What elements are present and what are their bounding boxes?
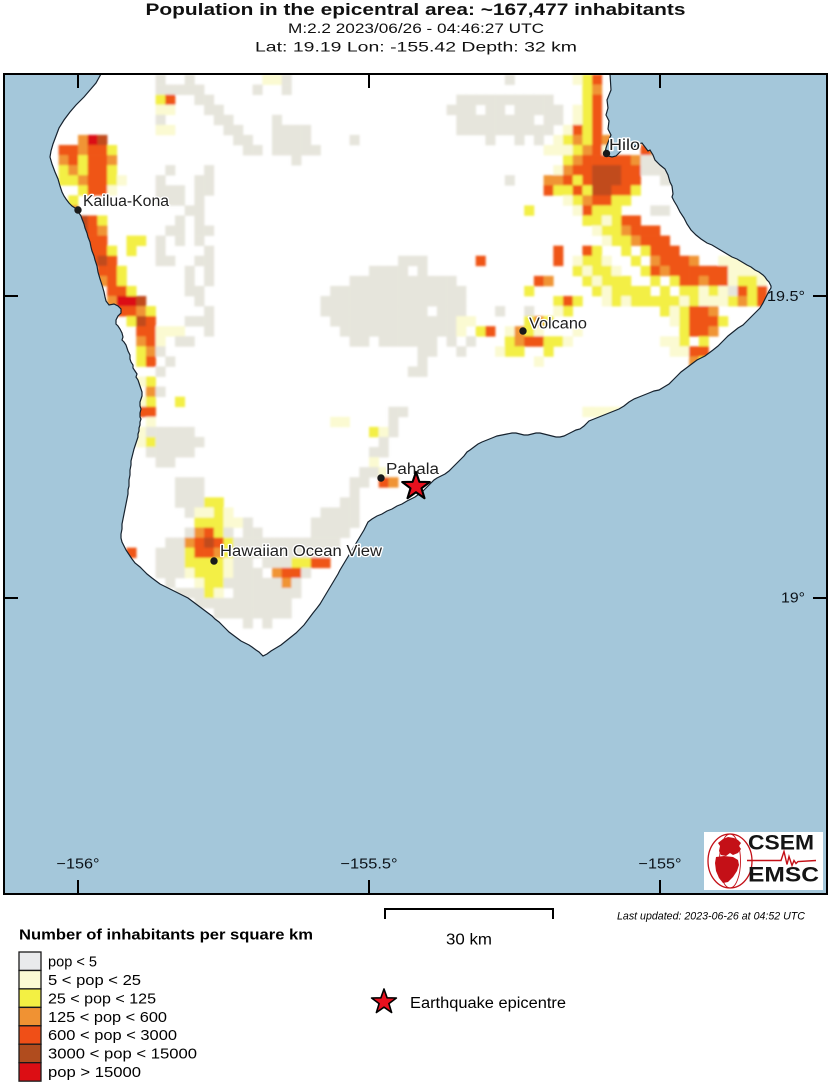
svg-text:Last updated: 2023-06-26 at 04: Last updated: 2023-06-26 at 04:52 UTC xyxy=(617,911,805,923)
svg-text:−155°: −155° xyxy=(639,857,682,873)
svg-text:3000 < pop < 15000: 3000 < pop < 15000 xyxy=(48,1046,197,1063)
svg-text:CSEM: CSEM xyxy=(748,831,814,855)
svg-text:pop < 5: pop < 5 xyxy=(48,953,97,970)
svg-text:Hawaiian Ocean View: Hawaiian Ocean View xyxy=(220,543,383,560)
svg-text:EMSC: EMSC xyxy=(748,863,819,887)
svg-text:Pahala: Pahala xyxy=(386,461,439,478)
svg-text:19°: 19° xyxy=(781,591,805,607)
svg-text:19.5°: 19.5° xyxy=(767,289,805,305)
svg-text:Volcano: Volcano xyxy=(529,316,587,333)
svg-text:Number of inhabitants per squa: Number of inhabitants per square km xyxy=(19,927,313,944)
svg-text:Population in the epicentral a: Population in the epicentral area: ~167,… xyxy=(146,0,686,19)
svg-text:5 < pop < 25: 5 < pop < 25 xyxy=(48,972,141,989)
svg-text:600 < pop < 3000: 600 < pop < 3000 xyxy=(48,1027,177,1044)
svg-text:Lat: 19.19 Lon: -155.42 Depth:: Lat: 19.19 Lon: -155.42 Depth: 32 km xyxy=(255,39,577,55)
svg-text:pop > 15000: pop > 15000 xyxy=(48,1064,141,1081)
svg-text:30 km: 30 km xyxy=(446,932,492,949)
svg-text:−156°: −156° xyxy=(57,857,100,873)
svg-text:125 < pop < 600: 125 < pop < 600 xyxy=(48,1009,167,1026)
svg-text:25 < pop < 125: 25 < pop < 125 xyxy=(48,990,156,1007)
svg-text:Kailua-Kona: Kailua-Kona xyxy=(83,193,169,210)
svg-text:Earthquake epicentre: Earthquake epicentre xyxy=(410,995,566,1012)
svg-text:−155.5°: −155.5° xyxy=(341,857,398,873)
svg-text:Hilo: Hilo xyxy=(609,137,640,154)
svg-text:M:2.2 2023/06/26 - 04:46:27 UT: M:2.2 2023/06/26 - 04:46:27 UTC xyxy=(288,20,544,36)
